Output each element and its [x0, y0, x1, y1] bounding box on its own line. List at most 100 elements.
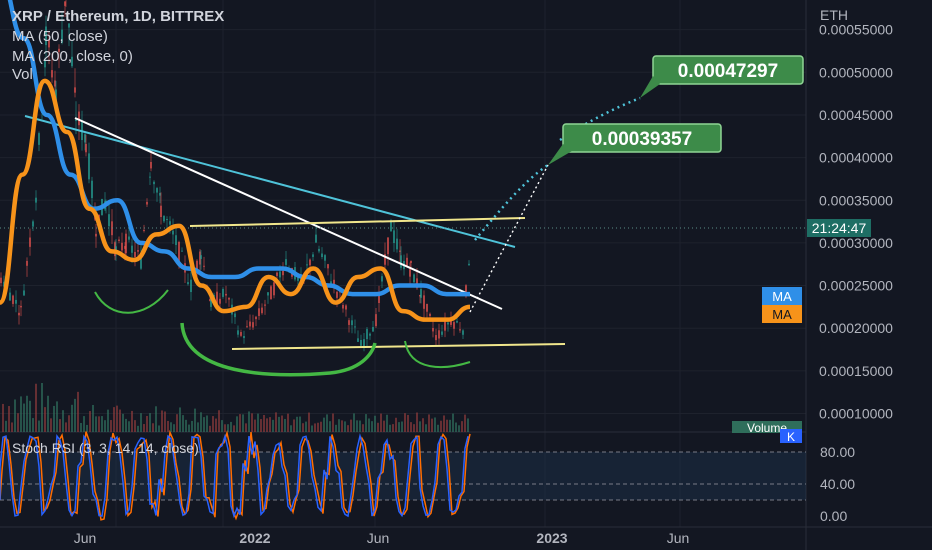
volume-bar	[446, 419, 448, 432]
candle-body	[64, 1, 66, 6]
volume-bar	[245, 423, 247, 432]
candle-body	[393, 230, 395, 243]
candle-body	[137, 250, 139, 252]
volume-bar	[284, 418, 286, 432]
volume-legend[interactable]: Vol	[12, 66, 33, 83]
candle-body	[416, 278, 418, 289]
volume-bar	[41, 382, 43, 432]
volume-bar	[386, 414, 388, 432]
volume-bar	[440, 420, 442, 432]
stoch-tick-label: 80.00	[820, 444, 855, 460]
volume-bar	[71, 404, 73, 432]
volume-bar	[170, 422, 172, 432]
volume-bar	[332, 413, 334, 432]
ma200-line	[7, 0, 470, 297]
volume-bar	[155, 406, 157, 432]
volume-bar	[44, 407, 46, 432]
candle-body	[345, 305, 347, 310]
candle-body	[175, 235, 177, 246]
volume-bar	[422, 418, 424, 432]
volume-bar	[119, 409, 121, 432]
volume-bar	[176, 414, 178, 432]
volume-bar	[233, 425, 235, 432]
candle-body	[178, 241, 180, 262]
projection-dotted-blue	[474, 163, 549, 241]
volume-bar	[359, 420, 361, 432]
volume-bar	[20, 396, 22, 432]
candle-body	[270, 286, 272, 300]
candle-body	[54, 80, 56, 87]
volume-bar	[227, 424, 229, 432]
time-axis: Jun 2022 Jun 2023 Jun	[74, 530, 690, 546]
volume-bar	[248, 411, 250, 432]
time-tick-label: 2023	[536, 530, 567, 546]
candle-body	[354, 326, 356, 328]
target-upper-pointer	[640, 76, 660, 98]
candle-body	[462, 330, 464, 335]
candle-body	[465, 285, 467, 297]
volume-bar	[2, 403, 4, 432]
volume-bar	[14, 399, 16, 432]
ma50-legend[interactable]: MA (50, close)	[12, 28, 108, 45]
volume-bar	[80, 423, 82, 432]
candle-body	[410, 261, 412, 263]
volume-bar	[431, 418, 433, 432]
support-line	[231, 343, 566, 350]
volume-bar	[272, 419, 274, 432]
volume-bar	[26, 395, 28, 432]
volume-bar	[308, 412, 310, 432]
volume-bar	[134, 420, 136, 432]
candle-body	[387, 237, 389, 255]
candle-body	[447, 322, 449, 325]
candle-body	[321, 253, 323, 258]
volume-bar	[458, 425, 460, 432]
volume-bar	[212, 416, 214, 432]
volume-bar	[113, 407, 115, 432]
candle-body	[134, 251, 136, 258]
volume-bar	[251, 413, 253, 432]
volume-bar	[362, 424, 364, 432]
target-upper-label: 0.00047297	[678, 61, 778, 82]
candle-body	[453, 322, 455, 329]
candle-body	[61, 29, 63, 43]
volume-bar	[350, 419, 352, 432]
volume-bar	[311, 425, 313, 432]
candle-body	[156, 188, 158, 193]
candle-body	[140, 254, 142, 269]
candle-body	[282, 270, 284, 276]
candle-body	[396, 238, 398, 250]
volume-bar	[320, 421, 322, 432]
volume-bar	[89, 411, 91, 432]
volume-bar	[461, 421, 463, 432]
volume-bar	[398, 422, 400, 432]
candle-body	[444, 320, 446, 331]
volume-bar	[143, 424, 145, 432]
volume-bar	[278, 416, 280, 432]
volume-bar	[128, 421, 130, 432]
ma200-legend[interactable]: MA (200, close, 0)	[12, 48, 133, 65]
stoch-rsi-legend[interactable]: Stoch RSI (3, 3, 14, 14, close)	[12, 440, 199, 456]
volume-bar	[164, 411, 166, 432]
candle-body	[336, 291, 338, 298]
target-lower-box	[562, 123, 722, 153]
candle-body	[312, 254, 314, 257]
volume-bar	[374, 415, 376, 432]
volume-bar	[287, 413, 289, 432]
volume-bar	[50, 418, 52, 432]
candle-body	[74, 87, 76, 93]
volume-bar	[116, 405, 118, 432]
volume-bar	[101, 416, 103, 432]
volume-bar	[341, 420, 343, 432]
candle-body	[273, 282, 275, 296]
price-tick-label: 0.00050000	[819, 64, 893, 80]
volume-bar	[254, 419, 256, 432]
candle-body	[409, 269, 411, 277]
candle-body	[15, 299, 17, 304]
volume-bar	[296, 416, 298, 432]
candle-body	[399, 250, 401, 252]
price-tick-label: 0.00010000	[819, 406, 893, 422]
candle-body	[378, 293, 380, 304]
resistance-line	[189, 217, 526, 227]
price-tick-label: 0.00055000	[819, 22, 893, 38]
